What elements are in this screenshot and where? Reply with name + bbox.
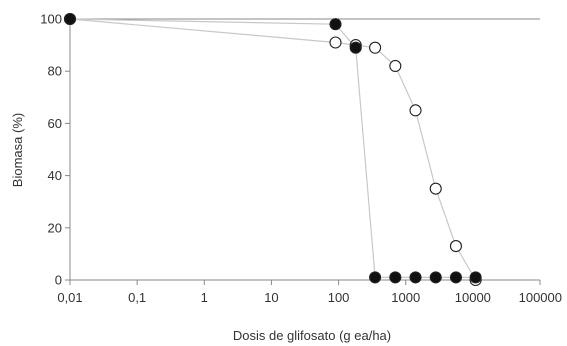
series-1-point bbox=[429, 271, 442, 284]
series-1-point bbox=[449, 271, 462, 284]
x-tick-label: 0,1 bbox=[128, 290, 146, 305]
y-axis-title: Biomasa (%) bbox=[10, 113, 25, 187]
x-tick-label: 100 bbox=[328, 290, 350, 305]
series-1-point bbox=[469, 271, 482, 284]
x-tick-label: 1000 bbox=[391, 290, 420, 305]
series-1-point bbox=[389, 271, 402, 284]
x-axis-title: Dosis de glifosato (g ea/ha) bbox=[233, 328, 391, 343]
series-1-point bbox=[63, 12, 77, 26]
y-tick-label: 60 bbox=[48, 116, 62, 131]
series-1-point bbox=[409, 271, 422, 284]
series-1-point bbox=[349, 41, 362, 54]
x-tick-label: 10 bbox=[264, 290, 278, 305]
x-tick-label: 1 bbox=[201, 290, 208, 305]
tick-labels: 0 20 40 60 80 100 0,01 0,1 1 10 100 1000 10000 100000 bbox=[40, 12, 562, 306]
series-2-point bbox=[329, 36, 342, 49]
series-2-line bbox=[69, 18, 477, 281]
series-lines bbox=[69, 18, 477, 281]
x-tick-label: 10000 bbox=[455, 290, 491, 305]
series-points bbox=[63, 12, 482, 287]
series-2-point bbox=[409, 104, 422, 117]
series-2-point bbox=[369, 41, 382, 54]
series-2-point bbox=[449, 240, 462, 253]
y-tick-label: 40 bbox=[48, 168, 62, 183]
series-1-line bbox=[69, 18, 476, 278]
series-1-point bbox=[329, 18, 342, 31]
y-tick-label: 80 bbox=[48, 64, 62, 79]
series-1-point bbox=[369, 271, 382, 284]
y-tick-label: 0 bbox=[55, 273, 62, 288]
x-tick-label: 0,01 bbox=[57, 290, 82, 305]
axes-layer bbox=[65, 18, 541, 285]
y-tick-label: 20 bbox=[48, 220, 62, 235]
series-2-point bbox=[389, 59, 402, 73]
series-2-point bbox=[429, 182, 442, 195]
x-tick-label: 100000 bbox=[519, 290, 562, 305]
y-tick-label: 100 bbox=[40, 12, 62, 27]
